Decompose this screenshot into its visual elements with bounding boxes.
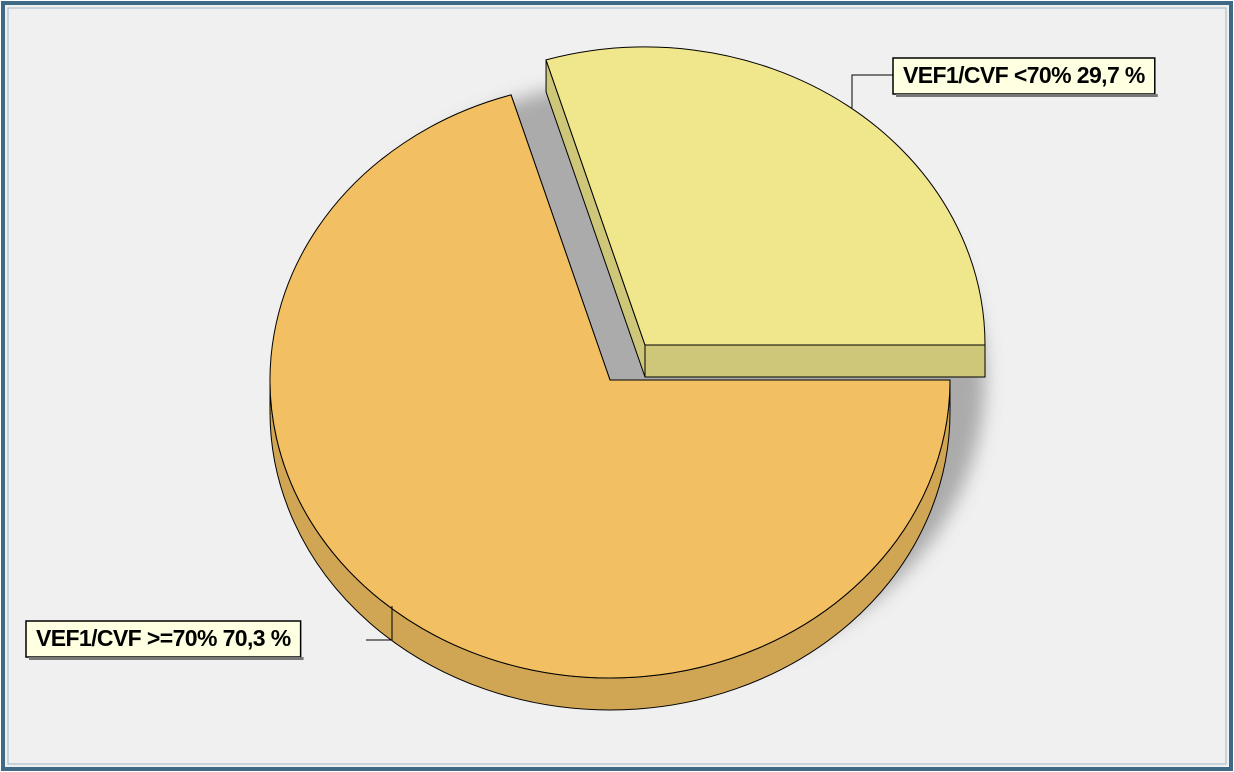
label-value: 70,3 % bbox=[223, 625, 291, 651]
label-box-shadow bbox=[29, 657, 304, 660]
slice bbox=[545, 46, 986, 346]
label-box bbox=[892, 57, 1156, 95]
label-box-shadow bbox=[896, 94, 1158, 97]
data-label: VEF1/CVF >=70% 70,3 % bbox=[36, 625, 291, 651]
label-category: VEF1/CVF >=70% bbox=[36, 625, 217, 651]
label-box bbox=[25, 620, 302, 658]
chart-frame-inner bbox=[7, 7, 1227, 765]
label-value: 29,7 % bbox=[1077, 62, 1145, 88]
label-category: VEF1/CVF <70% bbox=[903, 62, 1071, 88]
pie-tops bbox=[269, 46, 986, 679]
slice-face bbox=[644, 344, 986, 378]
leader-line bbox=[366, 606, 393, 641]
data-label: VEF1/CVF <70% 29,7 % bbox=[903, 62, 1145, 88]
leader-line bbox=[851, 74, 893, 108]
data-labels: VEF1/CVF <70% 29,7 % VEF1/CVF >=70% 70,3 … bbox=[25, 57, 1158, 660]
slice bbox=[269, 94, 951, 679]
